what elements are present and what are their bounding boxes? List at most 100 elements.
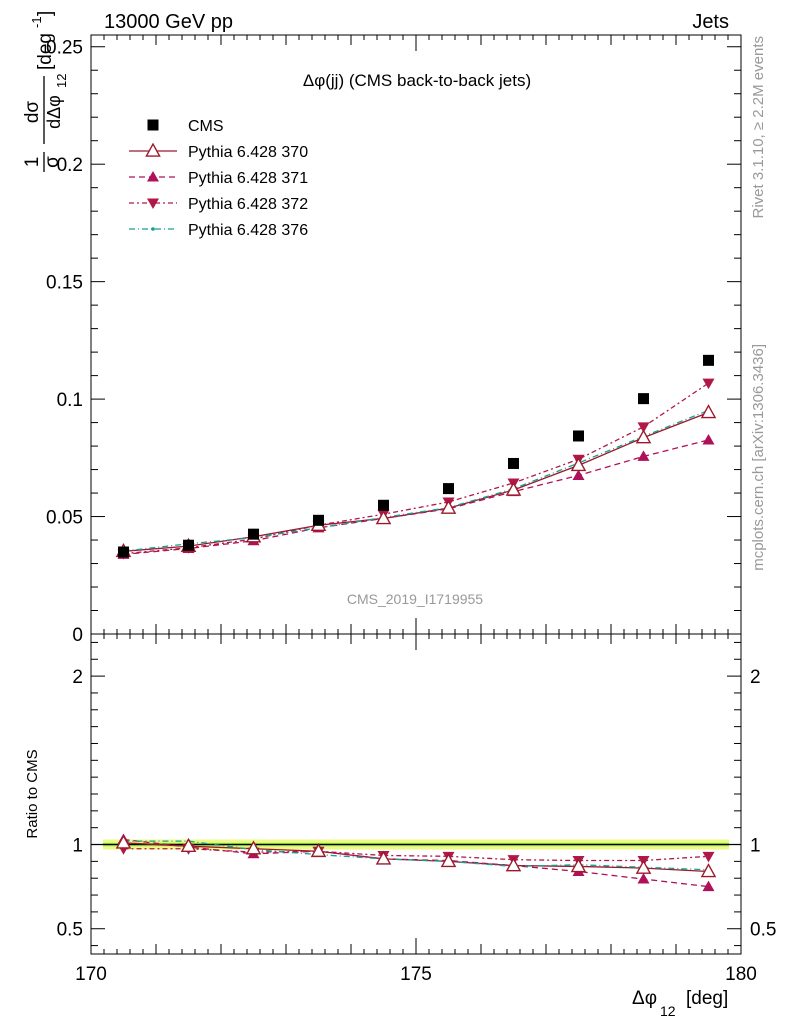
series-line-p372 xyxy=(123,382,709,555)
legend-label-p370: Pythia 6.428 370 xyxy=(188,144,308,161)
ratio-point-p371 xyxy=(637,873,650,884)
point-cms xyxy=(378,499,389,511)
svg-text:Δφ: Δφ xyxy=(632,988,657,1009)
ratio-line-p371 xyxy=(123,838,709,888)
mcplots-label: mcplots.cern.ch [arXiv:1306.3436] xyxy=(750,344,767,571)
ratio-point-p370 xyxy=(115,834,132,849)
svg-text:12: 12 xyxy=(54,74,69,88)
ratio-y-axis-label: Ratio to CMS xyxy=(24,749,41,838)
ratio-y-tick-label: 2 xyxy=(72,667,83,688)
ratio-y-tick-label-right: 0.5 xyxy=(750,920,776,941)
y-tick-label: 0.05 xyxy=(46,508,83,529)
point-p370 xyxy=(700,404,717,419)
svg-text:12: 12 xyxy=(660,1003,676,1019)
ratio-series-lines xyxy=(123,838,709,888)
point-cms xyxy=(703,354,714,366)
x-tick-label: 180 xyxy=(725,964,757,985)
watermark: CMS_2019_I1719955 xyxy=(347,591,483,607)
legend-marker-cms xyxy=(147,119,159,131)
ratio-y-tick-label-right: 2 xyxy=(750,667,761,688)
legend-marker-p370 xyxy=(145,142,161,157)
svg-text:1: 1 xyxy=(22,157,43,168)
ratio-point-p371 xyxy=(702,880,715,892)
ratio-y-tick-label-right: 1 xyxy=(750,836,761,857)
y-tick-label: 0.2 xyxy=(57,155,83,176)
legend-marker-p376 xyxy=(151,227,155,231)
ratio-y-tick-labels: 0.5 1 2 xyxy=(57,667,83,941)
svg-text:[deg: [deg xyxy=(35,33,56,70)
x-axis-label: Δφ 12 [deg] xyxy=(632,988,728,1019)
ratio-y-tick-label: 0.5 xyxy=(57,920,83,941)
point-cms xyxy=(508,457,519,469)
svg-text:dΔφ: dΔφ xyxy=(44,95,64,129)
legend-label-p376: Pythia 6.428 376 xyxy=(188,222,308,239)
main-title: Δφ(jj) (CMS back-to-back jets) xyxy=(303,71,531,90)
main-y-axis-label: 1 σ dσ dΔφ 12 [deg -1 ] xyxy=(22,11,69,172)
svg-text:]: ] xyxy=(35,11,56,16)
ratio-panel: 0.512 0.512 170 175 180 Ratio to CMS Δφ 12… xyxy=(24,633,776,1019)
point-cms xyxy=(443,483,454,495)
svg-text:dσ: dσ xyxy=(22,101,43,124)
x-tick-label: 170 xyxy=(75,964,107,985)
point-p370 xyxy=(505,481,522,496)
series-line-p376 xyxy=(123,409,709,552)
main-panel: 0 0.05 0.1 0.15 0.2 0.25 Δφ(jj) (CMS back-to-… xyxy=(22,11,742,646)
point-p370 xyxy=(440,499,457,514)
header-process: 13000 GeV pp xyxy=(104,11,233,33)
header-category: Jets xyxy=(692,11,729,33)
ratio-axis-ticks xyxy=(90,634,742,954)
ratio-point-p370 xyxy=(310,842,327,858)
point-cms xyxy=(183,539,194,551)
point-p372 xyxy=(637,422,650,433)
legend-marker-p372 xyxy=(147,198,159,209)
point-p370 xyxy=(570,456,587,472)
ratio-point-p370 xyxy=(505,857,522,872)
point-cms xyxy=(638,393,649,405)
x-tick-labels: 170 175 180 xyxy=(75,964,757,985)
ratio-series-points xyxy=(115,833,717,892)
svg-text:-1: -1 xyxy=(29,16,44,28)
ratio-right-tick-labels: 0.5 1 2 xyxy=(750,667,776,941)
point-p370 xyxy=(635,429,652,444)
x-tick-label: 175 xyxy=(400,964,432,985)
main-series-points xyxy=(115,354,717,560)
ratio-uncertainty-band xyxy=(91,839,741,850)
main-series-lines xyxy=(123,382,709,556)
y-tick-label: 0.15 xyxy=(46,273,83,294)
rivet-label: Rivet 3.1.10, ≥ 2.2M events xyxy=(750,36,767,219)
point-p372 xyxy=(702,378,715,390)
y-tick-label: 0.25 xyxy=(46,38,83,59)
ratio-point-p370 xyxy=(635,859,652,874)
ratio-point-p370 xyxy=(570,858,587,873)
ratio-y-tick-label: 1 xyxy=(72,836,83,857)
legend-label-p372: Pythia 6.428 372 xyxy=(188,196,308,213)
y-tick-label: 0 xyxy=(72,625,83,646)
point-p371 xyxy=(637,450,650,461)
ratio-line-p372 xyxy=(123,848,709,862)
ratio-point-p372 xyxy=(702,851,715,863)
series-line-p370 xyxy=(123,411,709,552)
series-line-p371 xyxy=(123,439,709,556)
ratio-point-p370 xyxy=(700,863,717,878)
ratio-point-p370 xyxy=(245,840,262,855)
legend-marker-p371 xyxy=(147,171,159,182)
point-cms xyxy=(313,514,324,526)
svg-text:σ: σ xyxy=(42,156,63,168)
point-p371 xyxy=(702,433,715,445)
y-tick-label: 0.1 xyxy=(57,390,83,411)
point-cms xyxy=(573,430,584,442)
point-p370 xyxy=(375,510,392,525)
ratio-point-p370 xyxy=(375,850,392,865)
svg-text:[deg]: [deg] xyxy=(686,988,728,1009)
ratio-frame xyxy=(90,633,742,955)
ratio-point-p370 xyxy=(180,837,197,853)
legend-label-cms: CMS xyxy=(188,118,224,135)
point-cms xyxy=(248,528,259,540)
point-p371 xyxy=(572,469,585,480)
main-y-tick-labels: 0 0.05 0.1 0.15 0.2 0.25 xyxy=(46,38,83,646)
legend-label-p371: Pythia 6.428 371 xyxy=(188,170,308,187)
ratio-point-p370 xyxy=(440,853,457,868)
main-axis-ticks xyxy=(90,35,742,635)
legend: CMS Pythia 6.428 370 Pythia 6.428 371 Pythi… xyxy=(129,118,308,239)
